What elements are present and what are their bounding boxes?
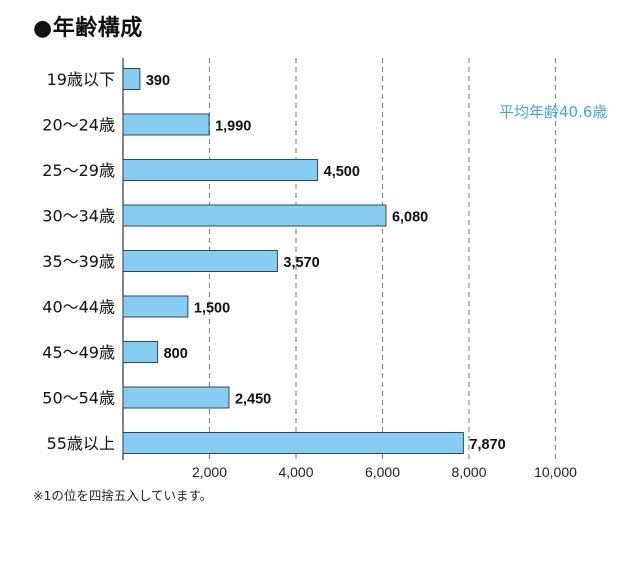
value-label-2: 4,500 (324, 164, 360, 180)
value-label-5: 1,500 (194, 301, 230, 317)
value-label-4: 3,570 (283, 255, 319, 271)
x-tick-label-4: 10,000 (534, 464, 577, 480)
average-age-label: 平均年齢40.6歳 (499, 103, 608, 121)
bar-7 (122, 386, 230, 409)
age-composition-chart: 2,000 4,000 6,000 8,000 10,000 19歳以下 390 20〜24歳… (42, 58, 577, 480)
category-label-5: 40〜44歳 (42, 298, 115, 317)
bar-0 (122, 68, 141, 90)
bar-4 (122, 250, 278, 272)
x-tick-label-0: 2,000 (192, 464, 227, 480)
bar-6 (122, 341, 159, 363)
bar-8 (122, 432, 464, 454)
category-label-7: 50〜54歳 (42, 389, 115, 408)
category-label-1: 20〜24歳 (42, 116, 115, 135)
value-label-1: 1,990 (215, 119, 251, 135)
x-tick-label-2: 6,000 (365, 464, 400, 480)
bar-5 (122, 295, 189, 318)
value-label-6: 800 (164, 346, 188, 362)
chart-title: ●年齢構成 (33, 16, 143, 41)
category-label-6: 45〜49歳 (42, 343, 115, 362)
x-tick-label-3: 8,000 (451, 464, 486, 480)
value-label-8: 7,870 (469, 437, 505, 453)
bar-2 (122, 159, 319, 181)
category-label-8: 55歳以上 (47, 434, 115, 453)
category-label-2: 25〜29歳 (42, 161, 115, 180)
bar-1 (122, 113, 210, 136)
category-label-3: 30〜34歳 (42, 207, 115, 226)
value-label-7: 2,450 (235, 392, 271, 408)
value-label-0: 390 (146, 73, 170, 89)
category-label-0: 19歳以下 (47, 70, 115, 89)
value-label-3: 6,080 (392, 210, 428, 226)
rounding-footnote: ※1の位を四捨五入しています。 (33, 488, 213, 503)
bar-3 (122, 204, 387, 227)
x-tick-label-1: 4,000 (278, 464, 313, 480)
category-label-4: 35〜39歳 (42, 252, 115, 271)
